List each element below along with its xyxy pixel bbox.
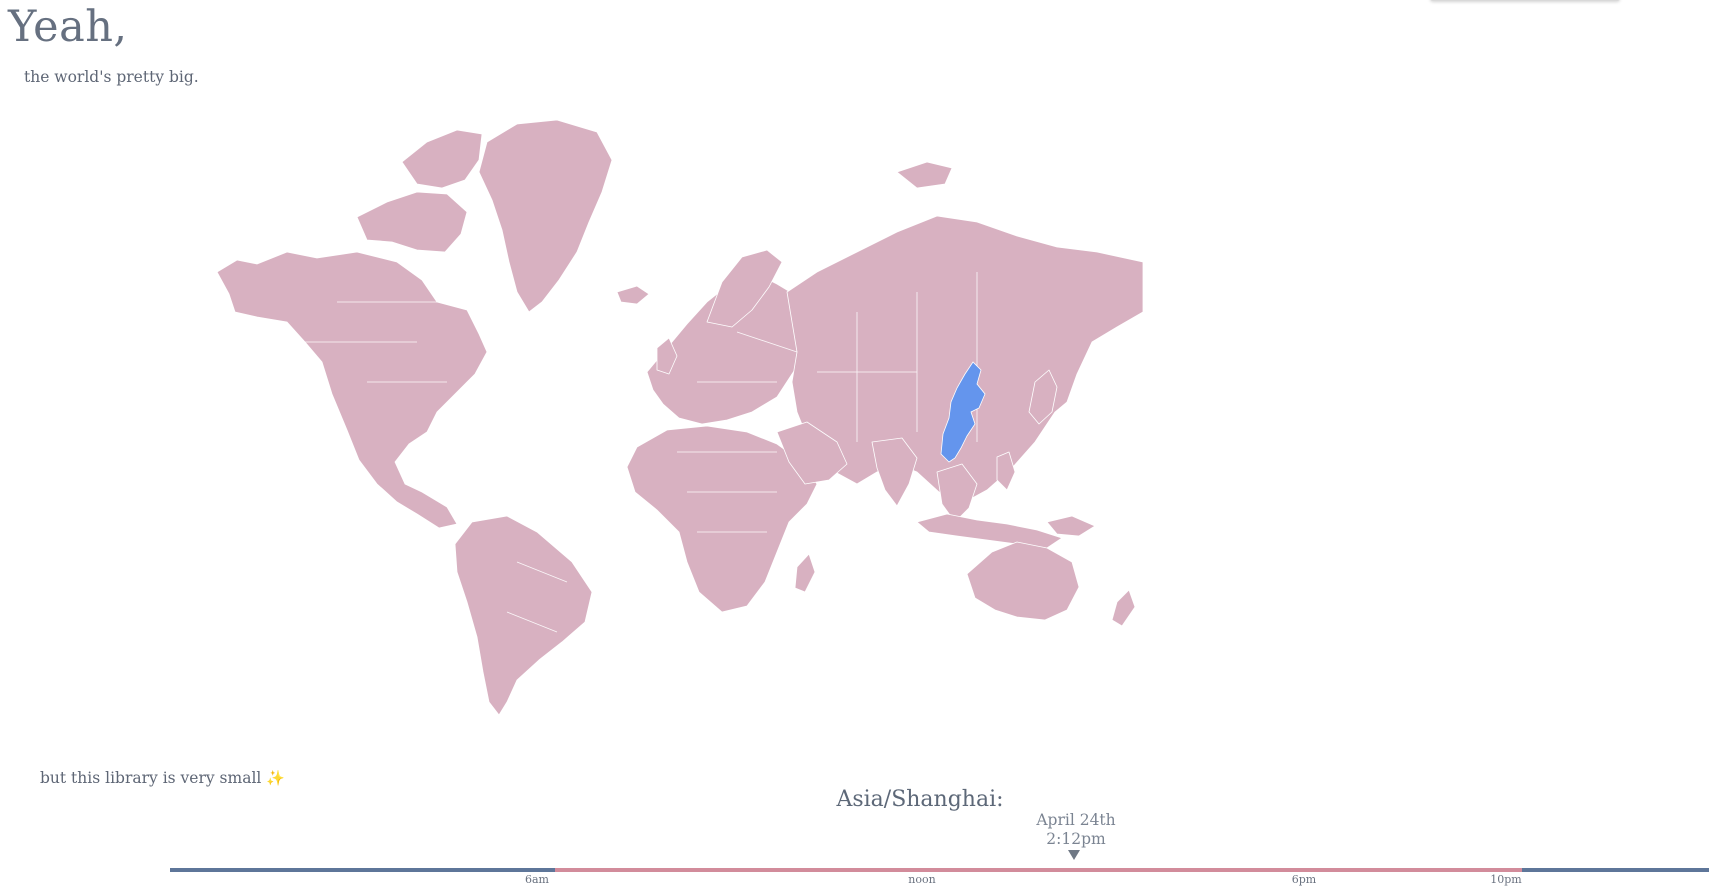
- page-title: Yeah,: [8, 2, 128, 52]
- world-map[interactable]: [217, 112, 1143, 715]
- siberia-north-islands[interactable]: [896, 161, 953, 189]
- africa[interactable]: [626, 425, 818, 613]
- south-america[interactable]: [454, 515, 593, 715]
- indonesia[interactable]: [916, 513, 1063, 549]
- southeast-asia[interactable]: [936, 463, 978, 523]
- british-isles[interactable]: [656, 337, 678, 375]
- madagascar[interactable]: [794, 553, 816, 593]
- timezone-name: Asia/Shanghai:: [836, 787, 1004, 812]
- north-america[interactable]: [217, 251, 488, 529]
- india[interactable]: [871, 437, 918, 507]
- timeline-night-evening: [1522, 868, 1709, 872]
- arabia[interactable]: [776, 421, 848, 485]
- timeline-night-morning: [170, 868, 555, 872]
- current-time-marker-icon: [1068, 850, 1080, 860]
- new-guinea[interactable]: [1046, 515, 1096, 537]
- timeline-tick-6am: 6am: [525, 873, 549, 886]
- timezone-time: 2:12pm: [1046, 830, 1106, 848]
- top-right-dropdown[interactable]: [1430, 0, 1620, 1]
- timeline-tick-noon: noon: [908, 873, 936, 886]
- highlighted-timezone-region[interactable]: [940, 361, 986, 463]
- world-map-svg[interactable]: [217, 112, 1143, 715]
- timeline-tick-6pm: 6pm: [1291, 873, 1317, 886]
- new-zealand[interactable]: [1111, 589, 1136, 627]
- timeline-tick-10pm: 10pm: [1490, 873, 1522, 886]
- australia[interactable]: [966, 541, 1080, 621]
- sparkle-icon: ✨: [266, 769, 285, 787]
- page-subtitle: the world's pretty big.: [24, 68, 199, 86]
- arctic-islands[interactable]: [356, 191, 468, 253]
- arctic-islands-north[interactable]: [401, 129, 483, 189]
- footer-text: but this library is very small: [40, 769, 262, 787]
- timeline-daytime: [555, 868, 1522, 872]
- scandinavia[interactable]: [706, 249, 783, 328]
- philippines[interactable]: [996, 451, 1016, 491]
- day-timeline[interactable]: [170, 868, 1709, 873]
- border-lines: [297, 272, 978, 633]
- footer-note: but this library is very small ✨: [40, 769, 285, 787]
- japan[interactable]: [1028, 369, 1058, 425]
- greenland[interactable]: [478, 119, 613, 313]
- timezone-date: April 24th: [1036, 811, 1116, 829]
- iceland[interactable]: [616, 285, 650, 305]
